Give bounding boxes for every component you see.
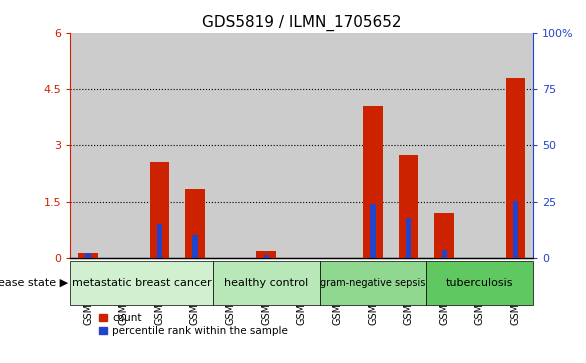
Bar xyxy=(284,33,319,258)
Bar xyxy=(498,33,533,258)
Text: gram-negative sepsis: gram-negative sepsis xyxy=(321,278,425,288)
Bar xyxy=(142,33,177,258)
Title: GDS5819 / ILMN_1705652: GDS5819 / ILMN_1705652 xyxy=(202,15,401,31)
Bar xyxy=(248,33,284,258)
Bar xyxy=(213,33,248,258)
Bar xyxy=(70,33,106,258)
Bar xyxy=(506,78,525,258)
FancyBboxPatch shape xyxy=(427,261,533,305)
Bar xyxy=(149,162,169,258)
Legend: count, percentile rank within the sample: count, percentile rank within the sample xyxy=(98,313,288,336)
Bar xyxy=(406,218,411,258)
Text: disease state ▶: disease state ▶ xyxy=(0,278,69,288)
Bar xyxy=(513,201,518,258)
Text: healthy control: healthy control xyxy=(224,278,308,288)
Bar xyxy=(427,33,462,258)
Bar xyxy=(185,189,205,258)
Bar xyxy=(319,33,355,258)
Text: metastatic breast cancer: metastatic breast cancer xyxy=(71,278,212,288)
Bar xyxy=(442,250,447,258)
Bar xyxy=(86,253,91,258)
Bar xyxy=(177,33,213,258)
Bar xyxy=(462,33,498,258)
Bar xyxy=(370,204,376,258)
Bar xyxy=(264,255,269,258)
Text: tuberculosis: tuberculosis xyxy=(446,278,513,288)
Bar xyxy=(391,33,427,258)
Bar xyxy=(355,33,391,258)
Bar xyxy=(399,155,418,258)
FancyBboxPatch shape xyxy=(213,261,319,305)
Bar xyxy=(106,33,142,258)
Bar xyxy=(363,106,383,258)
FancyBboxPatch shape xyxy=(70,261,213,305)
Bar xyxy=(192,234,197,258)
Bar xyxy=(257,251,276,258)
Bar xyxy=(434,213,454,258)
FancyBboxPatch shape xyxy=(319,261,427,305)
Bar xyxy=(79,253,98,258)
Bar xyxy=(156,224,162,258)
